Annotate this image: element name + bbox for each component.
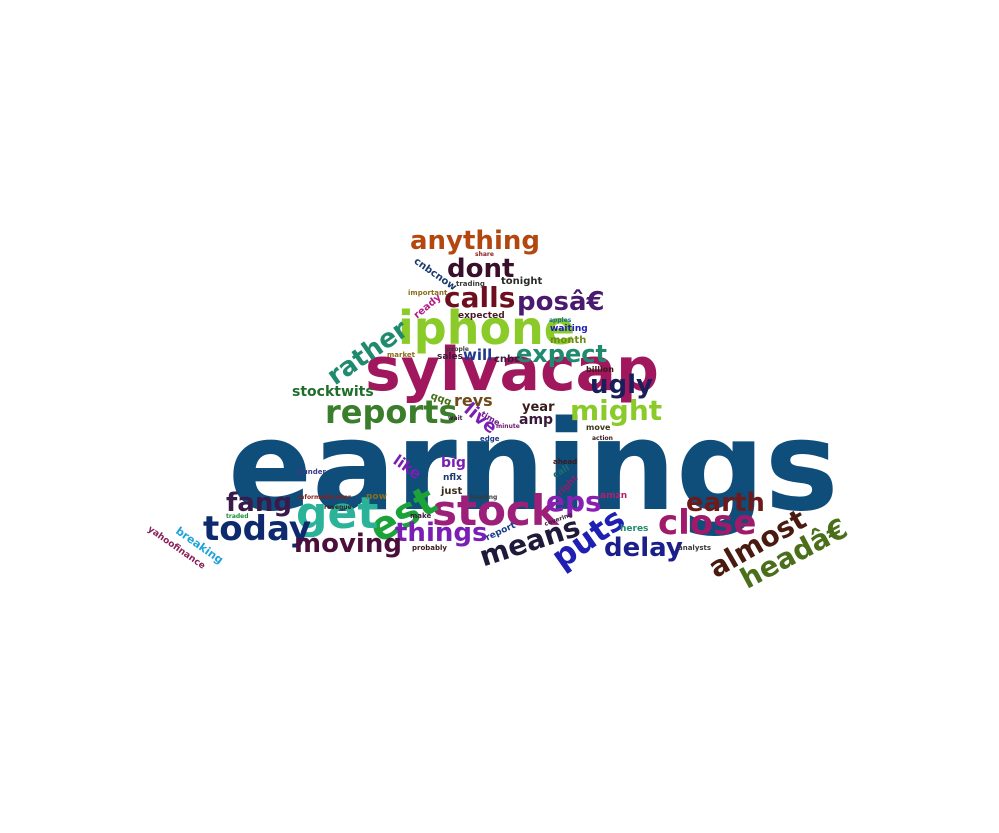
word-expect: expect xyxy=(516,340,607,368)
word-traded: traded xyxy=(226,513,249,520)
word-heading: heading xyxy=(470,494,498,501)
word-earth: earth xyxy=(686,488,765,518)
word-nflx: nflx xyxy=(443,473,462,483)
word-trading: trading xyxy=(456,280,485,288)
word-amzn: amzn xyxy=(600,491,628,501)
word-ugly: ugly xyxy=(590,370,653,400)
word-anything: anything xyxy=(410,226,540,256)
word-billion: billion xyxy=(586,365,614,374)
word-jjunder: jjunder xyxy=(298,468,326,476)
word-delay: delay xyxy=(604,533,683,563)
word-dont: dont xyxy=(447,254,515,284)
word-moving: moving xyxy=(294,529,402,559)
word-minute: minute xyxy=(496,423,520,430)
word-informedbroker: informedbroker xyxy=(298,494,351,501)
word-sales: sales xyxy=(437,352,463,362)
word-wait: wait xyxy=(448,415,463,422)
word-analysts: analysts xyxy=(678,544,712,552)
word-important: important xyxy=(408,289,448,297)
word-fang: fang xyxy=(226,488,292,518)
word-just: just xyxy=(441,486,463,497)
word-reports: reports xyxy=(325,393,458,431)
word-will: will xyxy=(463,346,493,364)
word-edge: edge xyxy=(480,435,500,443)
word-might: might xyxy=(570,394,663,427)
word-revenue: revenue xyxy=(324,504,352,511)
word-share: share xyxy=(475,251,494,258)
word-probably: probably xyxy=(412,544,447,552)
word-year: year xyxy=(522,400,555,415)
word-cnbc: cnbc xyxy=(494,354,521,365)
word-calls: calls xyxy=(444,281,516,314)
word-sylvacap: sylvacap xyxy=(365,335,659,405)
word-expected: expected xyxy=(458,311,505,321)
word-earnings: earnings xyxy=(228,395,839,539)
word-amp: amp xyxy=(519,412,554,428)
word-action: action xyxy=(592,435,613,442)
word-posae: posâ€ xyxy=(517,287,605,317)
word-ahead: ahead xyxy=(553,458,578,466)
word-people: people xyxy=(446,346,469,353)
word-make: make xyxy=(410,512,432,520)
word-month: month xyxy=(550,335,587,346)
word-waiting: waiting xyxy=(550,324,588,334)
word-heres: heres xyxy=(620,524,649,534)
word-get: get xyxy=(296,488,379,539)
word-tonight: tonight xyxy=(501,276,543,287)
word-stock: stock xyxy=(432,486,559,535)
word-move: move xyxy=(586,423,611,432)
word-now: now xyxy=(366,492,387,502)
word-revs: revs xyxy=(454,391,493,410)
word-big: big xyxy=(441,455,466,471)
word-today: today xyxy=(203,509,312,549)
word-close: close xyxy=(658,503,757,543)
word-iphone: iphone xyxy=(398,301,575,355)
word-market: market xyxy=(387,351,416,359)
word-things: things xyxy=(395,518,488,548)
word-apples: apples xyxy=(549,317,572,324)
word-stocktwits: stocktwits xyxy=(292,384,374,400)
word-eps: eps xyxy=(546,485,602,518)
